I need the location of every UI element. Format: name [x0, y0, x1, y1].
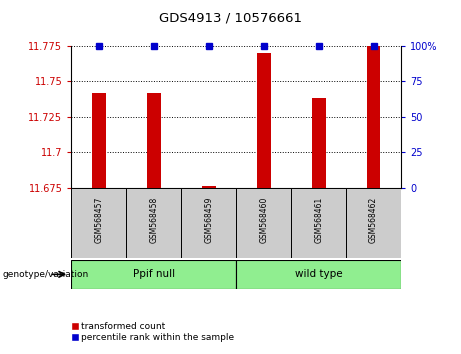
Bar	[257, 53, 271, 188]
Text: GSM568460: GSM568460	[259, 196, 268, 243]
Bar	[126, 188, 181, 258]
Text: GDS4913 / 10576661: GDS4913 / 10576661	[159, 12, 302, 25]
Bar	[147, 93, 161, 188]
Text: GSM568458: GSM568458	[149, 196, 159, 242]
Text: GSM568461: GSM568461	[314, 196, 323, 242]
Text: Ppif null: Ppif null	[133, 269, 175, 279]
Bar	[202, 186, 216, 188]
Bar	[181, 188, 236, 258]
Bar	[367, 46, 380, 188]
Text: GSM568457: GSM568457	[95, 196, 103, 243]
Legend: transformed count, percentile rank within the sample: transformed count, percentile rank withi…	[71, 322, 234, 342]
Bar	[291, 188, 346, 258]
Bar	[71, 188, 126, 258]
Bar	[312, 98, 325, 188]
Bar	[236, 188, 291, 258]
Bar	[236, 260, 401, 289]
Bar	[71, 260, 236, 289]
Text: wild type: wild type	[295, 269, 343, 279]
Text: GSM568462: GSM568462	[369, 196, 378, 242]
Text: genotype/variation: genotype/variation	[2, 270, 89, 279]
Bar	[346, 188, 401, 258]
Bar	[92, 93, 106, 188]
Text: GSM568459: GSM568459	[204, 196, 213, 243]
